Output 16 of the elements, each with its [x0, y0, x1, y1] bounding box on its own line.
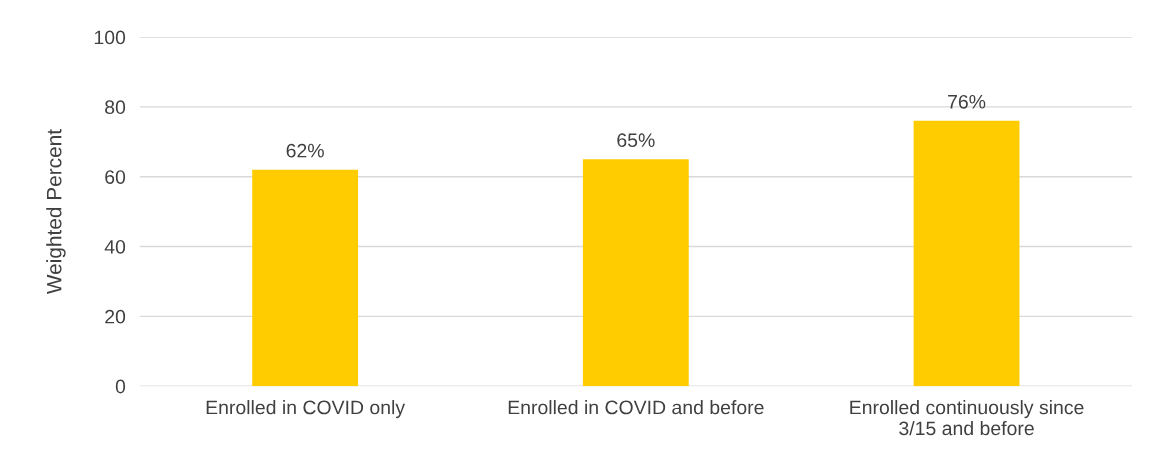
data-label: 65%: [617, 133, 655, 148]
bar: [252, 169, 359, 387]
y-tick-label: 40: [104, 239, 126, 254]
y-tick-label: 60: [105, 170, 126, 184]
x-tick-label: Enrolled in COVID only: [206, 400, 406, 419]
bar: [582, 159, 689, 387]
data-label: 76%: [948, 94, 986, 109]
y-tick-label: 0: [115, 379, 126, 394]
y-tick-label: 20: [105, 309, 126, 324]
bar: [913, 120, 1020, 387]
x-tick-label: Enrolled in COVID and before: [508, 400, 764, 415]
y-tick-label: 100: [94, 30, 126, 45]
x-tick-label: Enrolled continuously since 3/15 and before: [850, 400, 1084, 436]
data-label: 62%: [286, 143, 324, 158]
y-axis-title: Weighted Percent: [46, 129, 66, 295]
y-tick-label: 80: [105, 100, 126, 115]
